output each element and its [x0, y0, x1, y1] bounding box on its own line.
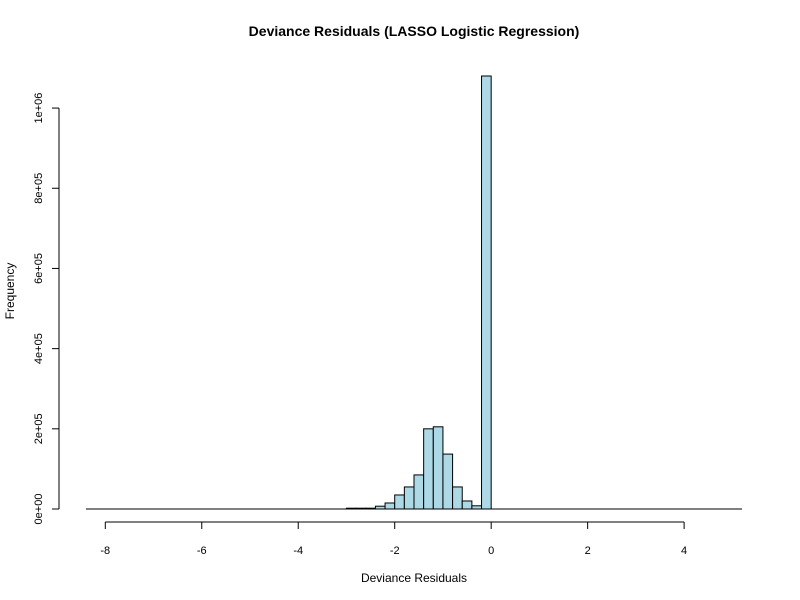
x-tick-label-5: 2	[585, 545, 591, 557]
histogram-bar-11	[442, 453, 454, 510]
chart-title: Deviance Residuals (LASSO Logistic Regre…	[249, 23, 580, 39]
x-tick-label-2: -4	[293, 545, 303, 557]
y-tick-label-4: 8e+05	[33, 173, 45, 204]
y-axis-label: Frequency	[3, 263, 17, 320]
x-tick-label-3: -2	[390, 545, 400, 557]
y-tick-label-2: 4e+05	[33, 333, 45, 364]
x-tick-label-1: -6	[197, 545, 207, 557]
histogram-bar-15	[481, 75, 492, 510]
y-tick-label-5: 1e+06	[33, 93, 45, 124]
y-tick-label-0: 0e+00	[33, 494, 45, 525]
histogram-bar-7	[403, 486, 415, 510]
histogram-bar-6	[394, 494, 405, 510]
x-tick-label-4: 0	[488, 545, 494, 557]
histogram-bar-5	[384, 502, 396, 510]
histogram-bar-13	[461, 500, 473, 510]
histogram-bar-12	[452, 486, 463, 510]
y-tick-label-1: 2e+05	[33, 413, 45, 444]
x-tick-label-6: 4	[681, 545, 687, 557]
x-tick-label-0: -8	[100, 545, 110, 557]
histogram-bar-10	[432, 426, 444, 510]
histogram-bars	[345, 75, 492, 510]
y-axis: 0e+00 2e+05 4e+05 6e+05 8e+05 1e+06	[33, 93, 60, 525]
histogram-bar-8	[413, 474, 425, 510]
x-axis-label: Deviance Residuals	[361, 571, 467, 585]
y-tick-label-3: 6e+05	[33, 253, 45, 284]
histogram-bar-9	[423, 428, 434, 510]
x-axis: -8 -6 -4 -2 0 2 4	[100, 521, 687, 557]
